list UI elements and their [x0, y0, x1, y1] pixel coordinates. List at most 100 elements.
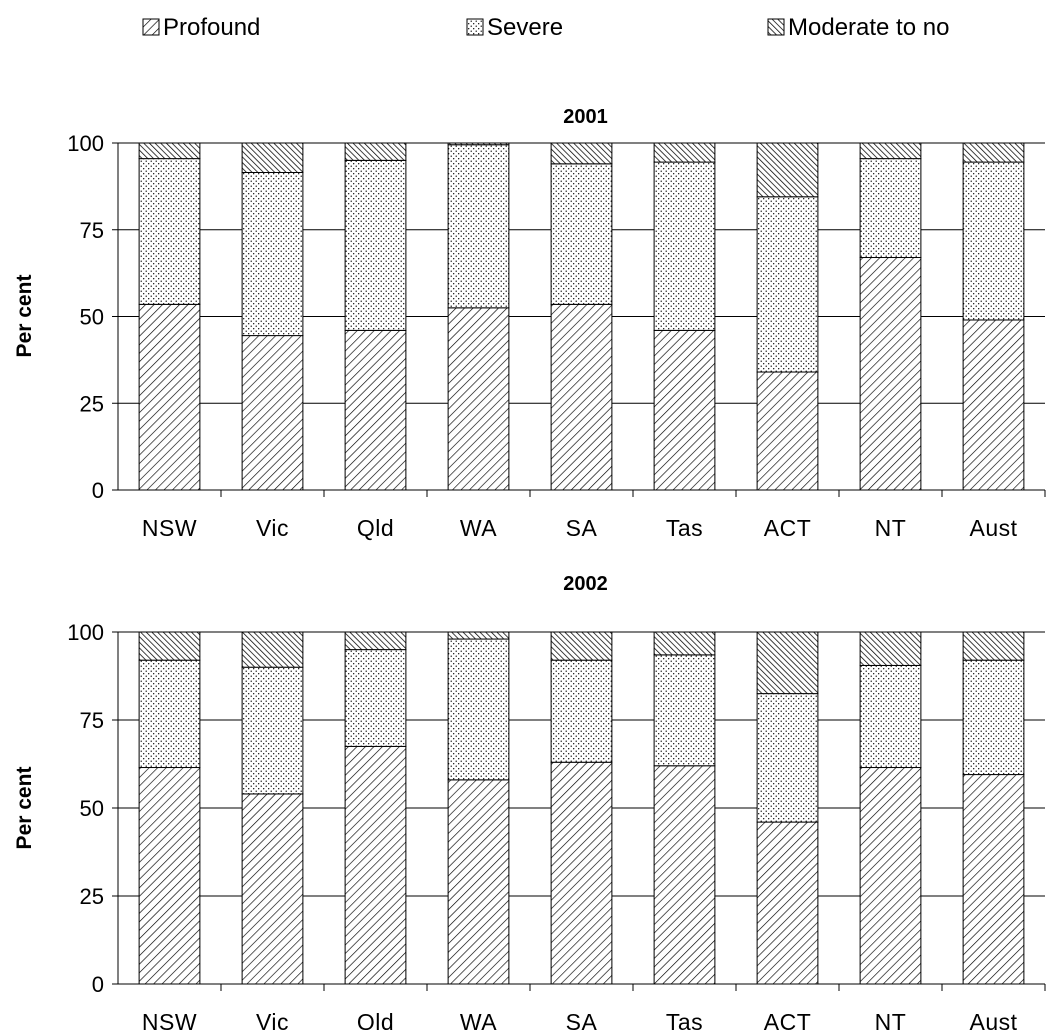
legend-label-severe: Severe: [487, 14, 563, 41]
bar-tas-moderate-to-no: [653, 631, 716, 656]
bar-qld-profound: [344, 329, 407, 491]
legend-item-severe: Severe: [466, 14, 563, 41]
y-axis-label: Per cent: [13, 275, 36, 358]
bar-vic-moderate-to-no: [241, 631, 304, 668]
y-tick-label: 50: [80, 305, 104, 330]
bar-qld-moderate-to-no: [344, 631, 407, 651]
x-tick-label: Tas: [666, 1009, 703, 1030]
bar-sa-severe: [550, 659, 613, 763]
x-tick-label: SA: [566, 1009, 598, 1030]
bar-wa-severe: [447, 144, 510, 309]
bar-act-moderate-to-no: [756, 142, 819, 198]
x-tick-label: NSW: [142, 1009, 197, 1030]
x-tick-label: Qld: [357, 515, 394, 541]
bar-sa-profound: [550, 761, 613, 985]
bar-sa-severe: [550, 163, 613, 305]
chart-title: 2002: [563, 573, 608, 595]
bar-wa-moderate-to-no: [447, 631, 510, 640]
y-tick-label: 25: [80, 391, 104, 416]
bar-nsw-severe: [138, 659, 201, 769]
bar-act-severe: [756, 196, 819, 373]
bar-wa-profound: [447, 307, 510, 491]
chart-title: 2001: [563, 106, 608, 128]
bar-wa-severe: [447, 638, 510, 781]
y-tick-label: 100: [67, 620, 104, 645]
bar-nt-moderate-to-no: [859, 631, 922, 666]
bar-nt-severe: [859, 158, 922, 259]
legend: Profound Severe Moderate to no: [142, 14, 949, 41]
bar-act-profound: [756, 371, 819, 491]
bar-sa-moderate-to-no: [550, 631, 613, 661]
bar-sa-moderate-to-no: [550, 142, 613, 165]
bar-nsw-severe: [138, 158, 201, 305]
bar-tas-profound: [653, 329, 716, 491]
bar-tas-moderate-to-no: [653, 142, 716, 163]
x-tick-label: Vic: [256, 1009, 289, 1030]
x-tick-label: SA: [566, 515, 598, 541]
y-tick-label: 75: [80, 218, 104, 243]
x-tick-label: WA: [460, 1009, 497, 1030]
x-tick-label: ACT: [764, 515, 812, 541]
bar-nt-profound: [859, 767, 922, 985]
bar-vic-severe: [241, 666, 304, 795]
bar-wa-moderate-to-no: [447, 142, 510, 146]
legend-swatch-profound: [142, 18, 160, 36]
bar-nsw-moderate-to-no: [138, 142, 201, 160]
bar-aust-moderate-to-no: [962, 631, 1025, 661]
legend-label-profound: Profound: [163, 14, 260, 41]
bar-act-moderate-to-no: [756, 631, 819, 695]
chart-panel-2002: 2002 Per cent 0 25 50 75 100 NSW Vic Qld WA SA Tas AC…: [13, 573, 1046, 1030]
bar-qld-severe: [344, 649, 407, 747]
legend-label-moderate: Moderate to no: [788, 14, 949, 41]
y-tick-label: 0: [92, 478, 104, 503]
x-tick-label: NSW: [142, 515, 197, 541]
bar-nsw-profound: [138, 767, 201, 985]
bar-nsw-moderate-to-no: [138, 631, 201, 661]
bar-aust-severe: [962, 161, 1025, 321]
y-tick-label: 75: [80, 708, 104, 733]
bar-nsw-profound: [138, 303, 201, 491]
bar-aust-profound: [962, 319, 1025, 491]
x-tick-label: NT: [875, 1009, 907, 1030]
bar-qld-profound: [344, 745, 407, 985]
chart-panel-2001: 2001 Per cent 0 25 50 75 100 NSW Vic Qld WA SA Tas AC…: [13, 106, 1046, 541]
x-tick-label: ACT: [764, 1009, 812, 1030]
x-tick-label: Qld: [357, 1009, 394, 1030]
bar-vic-profound: [241, 335, 304, 491]
y-tick-label: 25: [80, 884, 104, 909]
bar-aust-severe: [962, 659, 1025, 776]
bar-nt-moderate-to-no: [859, 142, 922, 160]
bar-vic-moderate-to-no: [241, 142, 304, 173]
y-tick-label: 100: [67, 131, 104, 156]
bar-vic-severe: [241, 171, 304, 337]
bar-aust-profound: [962, 774, 1025, 985]
y-axis-label: Per cent: [13, 767, 36, 850]
x-tick-label: NT: [875, 515, 907, 541]
bar-qld-severe: [344, 159, 407, 331]
bar-nt-profound: [859, 257, 922, 491]
x-tick-label: Aust: [969, 1009, 1017, 1030]
bar-tas-severe: [653, 161, 716, 331]
x-tick-label: Tas: [666, 515, 703, 541]
legend-item-moderate: Moderate to no: [767, 14, 949, 41]
y-tick-label: 0: [92, 972, 104, 997]
legend-swatch-moderate: [767, 18, 785, 36]
bar-aust-moderate-to-no: [962, 142, 1025, 163]
bar-vic-profound: [241, 793, 304, 985]
x-tick-label: Aust: [969, 515, 1017, 541]
y-tick-label: 50: [80, 796, 104, 821]
bar-nt-severe: [859, 664, 922, 769]
bar-wa-profound: [447, 779, 510, 985]
bar-qld-moderate-to-no: [344, 142, 407, 161]
bar-tas-profound: [653, 765, 716, 985]
x-tick-label: WA: [460, 515, 497, 541]
legend-swatch-severe: [466, 18, 484, 36]
bar-act-profound: [756, 821, 819, 985]
legend-item-profound: Profound: [142, 14, 260, 41]
bar-sa-profound: [550, 303, 613, 491]
bar-act-severe: [756, 693, 819, 823]
bar-tas-severe: [653, 654, 716, 767]
x-tick-label: Vic: [256, 515, 289, 541]
